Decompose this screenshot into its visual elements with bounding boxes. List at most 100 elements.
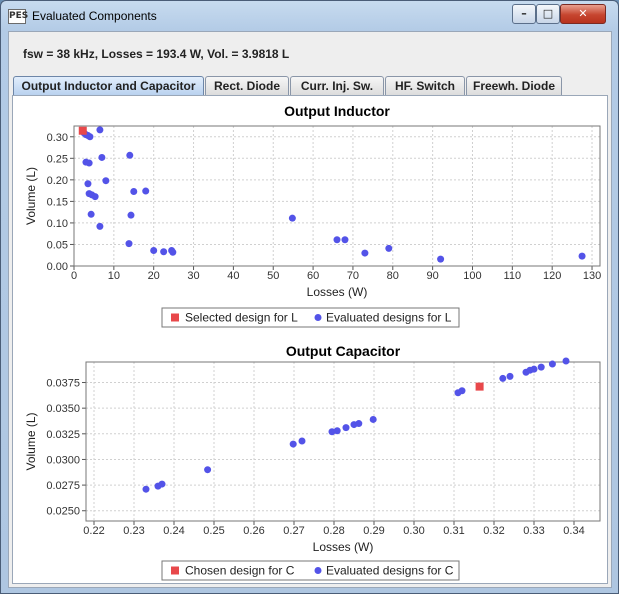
minimize-button[interactable]: – [512, 4, 536, 24]
data-point [530, 365, 538, 373]
x-tick-label: 90 [427, 270, 439, 282]
tab-freewh-diode[interactable]: Freewh. Diode [466, 76, 562, 95]
y-tick-label: 0.10 [47, 218, 68, 230]
tab-rect-diode[interactable]: Rect. Diode [205, 76, 289, 95]
data-point [369, 415, 377, 423]
data-point [562, 357, 570, 365]
tab-label: HF. Switch [394, 79, 455, 93]
x-tick-label: 0.28 [323, 525, 344, 537]
data-point [84, 180, 92, 188]
x-tick-label: 110 [504, 270, 522, 282]
data-point [355, 420, 363, 428]
plot-border [73, 125, 601, 267]
x-tick-label: 0.27 [283, 525, 304, 537]
x-tick-label: 130 [583, 270, 601, 282]
data-point [86, 133, 94, 141]
plot-area [74, 126, 600, 266]
chart-title: Output Capacitor [286, 343, 401, 359]
legend-marker-selected [171, 566, 179, 575]
data-point [578, 252, 586, 260]
data-point [342, 424, 350, 432]
tab-output-inductor-capacitor[interactable]: Output Inductor and Capacitor [13, 76, 204, 96]
x-tick-label: 0.34 [563, 525, 584, 537]
data-point [548, 360, 556, 368]
tab-label: Output Inductor and Capacitor [21, 79, 196, 93]
y-tick-label: 0.0300 [46, 454, 80, 466]
legend-marker-evaluated [314, 567, 322, 574]
legend-marker-evaluated [314, 314, 322, 321]
y-tick-label: 0.15 [47, 196, 68, 208]
y-axis-label: Volume (L) [24, 412, 38, 470]
x-tick-label: 30 [187, 270, 199, 282]
data-point [361, 249, 369, 257]
x-tick-label: 40 [227, 270, 239, 282]
selected-point [78, 126, 87, 135]
x-tick-label: 80 [387, 270, 399, 282]
data-point [333, 427, 341, 435]
maximize-button[interactable]: □ [536, 4, 560, 24]
data-point [288, 214, 296, 222]
tab-label: Rect. Diode [213, 79, 280, 93]
data-point [130, 187, 138, 195]
data-point [160, 248, 168, 256]
legend-label: Selected design for L [185, 311, 298, 325]
data-point [127, 211, 135, 219]
tab-label: Freewh. Diode [472, 79, 555, 93]
y-tick-label: 0.0375 [46, 378, 80, 390]
data-point [91, 193, 99, 201]
minimize-icon: – [521, 7, 527, 20]
plot-area [86, 362, 600, 521]
legend-box [161, 307, 460, 328]
x-tick-label: 0.26 [243, 525, 264, 537]
y-tick-label: 0.20 [47, 175, 68, 187]
tab-label: Curr. Inj. Sw. [300, 79, 374, 93]
tab-hf-switch[interactable]: HF. Switch [385, 76, 465, 95]
x-tick-label: 0.30 [403, 525, 424, 537]
data-point [158, 480, 166, 488]
data-point [204, 466, 212, 474]
data-point [437, 255, 445, 263]
y-tick-label: 0.00 [47, 261, 68, 273]
y-axis-label: Volume (L) [24, 167, 38, 225]
y-tick-label: 0.0350 [46, 403, 80, 415]
data-point [328, 428, 336, 436]
data-point [96, 222, 104, 230]
legend-label: Evaluated designs for L [326, 311, 452, 325]
x-tick-label: 10 [108, 270, 120, 282]
output-inductor-chart: Output Inductor 0 10 20 30 40 50 60 70 80 90 100 110… [24, 103, 601, 328]
close-button[interactable]: ✕ [560, 4, 606, 24]
x-tick-label: 50 [267, 270, 279, 282]
data-point [385, 244, 393, 252]
client-area: fsw = 38 kHz, Losses = 193.4 W, Vol. = 3… [8, 31, 612, 588]
x-tick-label: 0.23 [123, 525, 144, 537]
x-tick-label: 0.29 [363, 525, 384, 537]
y-tick-label: 0.0250 [46, 506, 80, 518]
data-point [506, 372, 514, 380]
data-point [96, 126, 104, 134]
data-point [142, 485, 150, 493]
app-icon: PES [8, 9, 28, 24]
data-point [87, 210, 95, 218]
title-bar[interactable]: PES Evaluated Components – □ ✕ [1, 1, 618, 31]
legend-marker-selected [171, 313, 179, 322]
y-tick-label: 0.0275 [46, 480, 80, 492]
plot-border [85, 361, 601, 522]
x-tick-label: 0.33 [523, 525, 544, 537]
y-tick-label: 0.30 [47, 132, 68, 144]
x-tick-label: 0 [71, 270, 77, 282]
tab-curr-inj-sw[interactable]: Curr. Inj. Sw. [290, 76, 384, 95]
data-point [499, 374, 507, 382]
x-tick-label: 0.22 [83, 525, 104, 537]
maximize-icon: □ [542, 7, 554, 20]
legend-label: Evaluated designs for C [326, 564, 454, 578]
window-title: Evaluated Components [32, 9, 157, 23]
data-point [341, 236, 349, 244]
data-point [333, 236, 341, 244]
x-tick-label: 0.32 [483, 525, 504, 537]
output-capacitor-chart: Output Capacitor 0.22 0.23 0.24 0.25 0.26 0.27… [24, 343, 601, 581]
close-icon: ✕ [578, 7, 588, 20]
data-point [150, 246, 158, 254]
design-summary: fsw = 38 kHz, Losses = 193.4 W, Vol. = 3… [23, 47, 290, 61]
x-axis-label: Losses (W) [313, 540, 374, 554]
